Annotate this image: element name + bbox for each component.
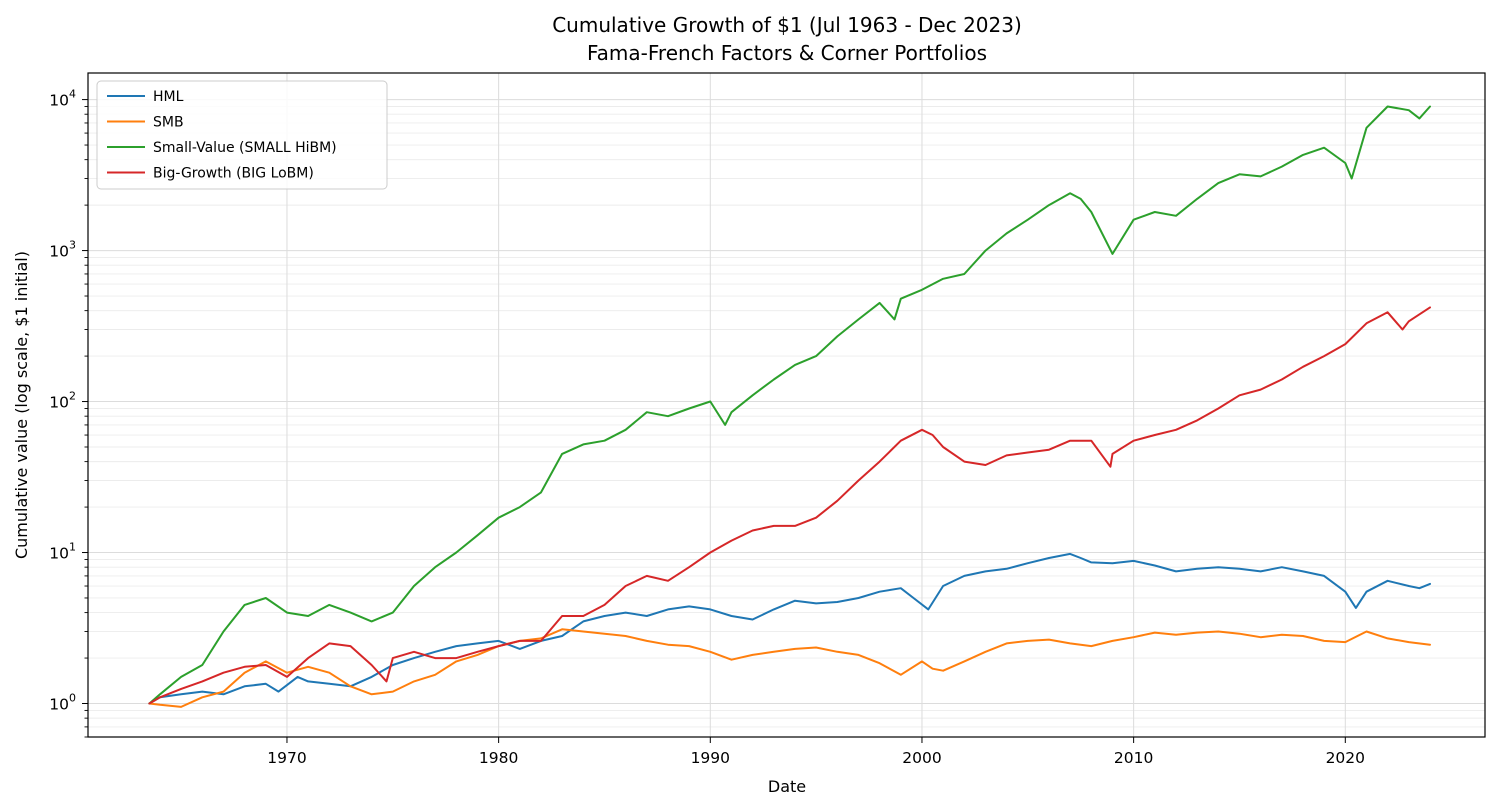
- legend-item-label[interactable]: SMB: [153, 115, 184, 131]
- legend-item-label[interactable]: HML: [153, 89, 184, 105]
- series-line-1: [148, 628, 1431, 708]
- y-tick-label: 104: [49, 88, 76, 110]
- chart-title: Cumulative Growth of $1 (Jul 1963 - Dec …: [552, 13, 1022, 37]
- legend[interactable]: HML SMB Small-Value (SMALL HiBM) Big-Growth…: [96, 80, 388, 190]
- legend-item-label[interactable]: Small-Value (SMALL HiBM): [153, 140, 337, 156]
- x-tick-label: 1990: [691, 749, 730, 767]
- y-tick-label: 101: [49, 541, 76, 563]
- x-axis-label: Date: [768, 777, 806, 796]
- legend-box: [96, 80, 388, 190]
- x-tick-label: 2020: [1326, 749, 1365, 767]
- series-line-2: [148, 105, 1431, 705]
- chart-subtitle: Fama-French Factors & Corner Portfolios: [587, 41, 987, 65]
- legend-item-label[interactable]: Big-Growth (BIG LoBM): [153, 166, 314, 182]
- y-axis: 100 101 102 103 104: [49, 88, 88, 738]
- x-axis: 1970 1980 1990 2000 2010 2020: [267, 737, 1365, 767]
- y-axis-label: Cumulative value (log scale, $1 initial): [12, 251, 31, 559]
- x-tick-label: 1980: [479, 749, 518, 767]
- y-tick-label: 103: [49, 239, 76, 261]
- y-tick-label: 102: [49, 390, 76, 412]
- y-tick-label: 100: [49, 692, 76, 714]
- series-line-3: [148, 306, 1431, 705]
- plot-frame: [87, 72, 1486, 738]
- series-group: [148, 105, 1431, 708]
- grid: [88, 73, 1485, 738]
- x-tick-label: 2010: [1114, 749, 1153, 767]
- x-tick-label: 2000: [902, 749, 941, 767]
- x-tick-label: 1970: [267, 749, 306, 767]
